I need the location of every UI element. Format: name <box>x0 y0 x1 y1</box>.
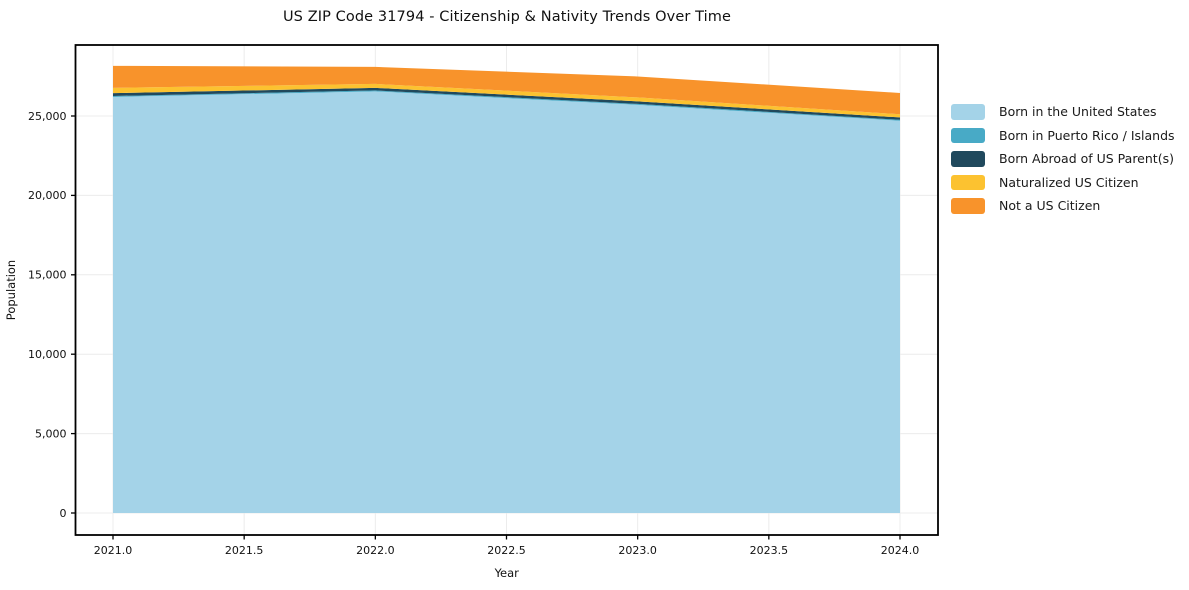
x-tick-label: 2021.5 <box>225 544 264 557</box>
y-tick-label: 5,000 <box>35 427 67 440</box>
y-tick-label: 10,000 <box>28 348 67 361</box>
legend-label: Naturalized US Citizen <box>999 174 1139 190</box>
x-tick-label: 2023.0 <box>618 544 657 557</box>
legend: Born in the United States Born in Puerto … <box>951 104 1175 222</box>
x-tick-label: 2021.0 <box>94 544 133 557</box>
legend-item: Naturalized US Citizen <box>951 174 1175 190</box>
legend-label: Born in the United States <box>999 104 1157 120</box>
legend-swatch <box>951 104 985 120</box>
legend-item: Born Abroad of US Parent(s) <box>951 151 1175 167</box>
area-series-born-in-the-united-states <box>113 91 900 514</box>
legend-swatch <box>951 198 985 214</box>
legend-swatch <box>951 127 985 143</box>
area-series-not-a-us-citizen <box>113 65 900 115</box>
y-tick-label: 15,000 <box>28 269 67 282</box>
legend-item: Born in the United States <box>951 104 1175 120</box>
legend-item: Not a US Citizen <box>951 198 1175 214</box>
legend-label: Born Abroad of US Parent(s) <box>999 151 1174 167</box>
legend-label: Not a US Citizen <box>999 198 1101 214</box>
legend-item: Born in Puerto Rico / Islands <box>951 127 1175 143</box>
y-axis-label: Population <box>4 260 18 320</box>
y-tick-label: 0 <box>60 507 67 520</box>
area-series-naturalized-us-citizen <box>113 83 900 118</box>
legend-swatch <box>951 174 985 190</box>
x-tick-label: 2023.5 <box>750 544 789 557</box>
x-tick-label: 2022.0 <box>356 544 395 557</box>
x-tick-label: 2024.0 <box>881 544 920 557</box>
y-tick-label: 20,000 <box>28 189 67 202</box>
legend-label: Born in Puerto Rico / Islands <box>999 127 1175 143</box>
x-tick-label: 2022.5 <box>487 544 526 557</box>
y-tick-label: 25,000 <box>28 110 67 123</box>
chart-title: US ZIP Code 31794 - Citizenship & Nativi… <box>282 9 732 25</box>
x-axis-label: Year <box>494 566 520 580</box>
legend-swatch <box>951 151 985 167</box>
